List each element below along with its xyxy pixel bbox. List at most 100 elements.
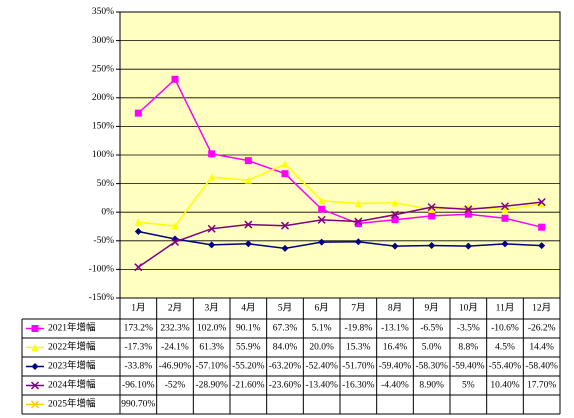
legend-label: 2025年增幅 — [48, 398, 96, 410]
point — [281, 244, 289, 252]
point — [354, 199, 362, 207]
point — [318, 197, 326, 205]
data-label: 14.4% — [529, 343, 554, 353]
data-label: -59.40% — [379, 362, 412, 372]
legend-marker — [31, 325, 39, 332]
data-label: 67.3% — [273, 324, 298, 334]
point — [354, 220, 362, 228]
legend-label: 2024年增幅 — [48, 379, 96, 391]
y-tick-label: -50% — [93, 236, 114, 246]
data-label: -58.40% — [525, 362, 558, 372]
point — [244, 157, 252, 165]
x-tick-label: 6月 — [315, 303, 329, 314]
data-label: 8.90% — [419, 381, 444, 391]
point — [354, 217, 363, 226]
point — [208, 241, 216, 249]
data-label: 232.3% — [160, 324, 189, 334]
x-tick-label: 5月 — [278, 303, 292, 314]
legend-marker — [31, 344, 39, 351]
point — [280, 221, 290, 230]
point — [281, 160, 289, 168]
point — [208, 173, 216, 181]
series-line — [137, 78, 542, 228]
data-label: -4.40% — [381, 381, 409, 391]
data-label: -28.90% — [195, 381, 228, 391]
legend-label: 2023年增幅 — [48, 360, 96, 372]
point — [427, 203, 436, 212]
x-tick-label: 4月 — [241, 303, 255, 314]
point — [171, 75, 179, 83]
point — [170, 237, 180, 246]
y-tick-label: -100% — [89, 265, 114, 275]
series-layer — [134, 75, 546, 272]
y-tick-label: 100% — [92, 150, 114, 160]
x-tick-label: 3月 — [205, 303, 219, 314]
point — [208, 150, 216, 158]
data-label: -21.60% — [232, 381, 265, 391]
point — [428, 205, 436, 213]
legend-marker — [30, 400, 40, 409]
data-label: -17.3% — [124, 343, 152, 353]
point — [244, 176, 252, 184]
data-label: 90.1% — [236, 324, 261, 334]
y-tick-label: 350% — [92, 7, 114, 17]
data-label: -57.10% — [195, 362, 228, 372]
data-label: 20.0% — [309, 343, 334, 353]
x-tick-label: 1月 — [131, 303, 145, 314]
point — [134, 218, 142, 226]
point — [207, 224, 216, 233]
legend-label: 2021年增幅 — [48, 322, 96, 334]
data-label: -16.30% — [342, 381, 375, 391]
point — [501, 240, 509, 248]
data-label: 5% — [462, 381, 475, 391]
y-tick-label: 300% — [92, 36, 114, 46]
x-tick-label: 2月 — [168, 303, 182, 314]
data-label: -52% — [165, 381, 186, 391]
point — [464, 242, 472, 250]
data-label: 17.70% — [527, 381, 556, 391]
data-label: 61.3% — [199, 343, 224, 353]
data-label: -26.2% — [528, 324, 556, 334]
point — [538, 223, 546, 231]
point — [537, 198, 546, 207]
x-tick-label: 9月 — [425, 303, 439, 314]
data-label: -19.8% — [344, 324, 372, 334]
y-tick-label: 0% — [101, 207, 114, 217]
data-label: 55.9% — [236, 343, 261, 353]
data-label: -23.60% — [269, 381, 302, 391]
data-label: -33.8% — [124, 362, 152, 372]
y-tick-label: 50% — [97, 179, 115, 189]
data-label: -10.6% — [491, 324, 519, 334]
series-line — [138, 230, 542, 250]
data-label: 5.1% — [312, 324, 332, 334]
data-label: -3.5% — [457, 324, 480, 334]
point — [391, 242, 399, 250]
data-label: -6.5% — [420, 324, 443, 334]
data-label: 15.3% — [346, 343, 371, 353]
point — [501, 214, 509, 222]
point — [171, 222, 179, 230]
data-label: -63.20% — [269, 362, 302, 372]
point — [244, 240, 252, 248]
point — [134, 263, 143, 272]
data-label: 8.8% — [458, 343, 478, 353]
point — [134, 109, 142, 117]
point — [464, 210, 472, 218]
data-label: -96.10% — [122, 381, 155, 391]
point — [134, 228, 142, 236]
point — [428, 212, 436, 220]
data-label: -24.1% — [161, 343, 189, 353]
point — [354, 238, 362, 246]
point — [428, 242, 436, 250]
point — [318, 205, 326, 213]
data-label: -58.30% — [415, 362, 448, 372]
data-label: -13.40% — [305, 381, 338, 391]
data-label: 84.0% — [273, 343, 298, 353]
data-label: -46.90% — [159, 362, 192, 372]
data-label: 4.5% — [495, 343, 515, 353]
point — [391, 199, 399, 207]
point — [317, 215, 326, 224]
point — [501, 206, 509, 214]
data-label: 10.40% — [490, 381, 519, 391]
y-tick-label: 250% — [92, 64, 114, 74]
